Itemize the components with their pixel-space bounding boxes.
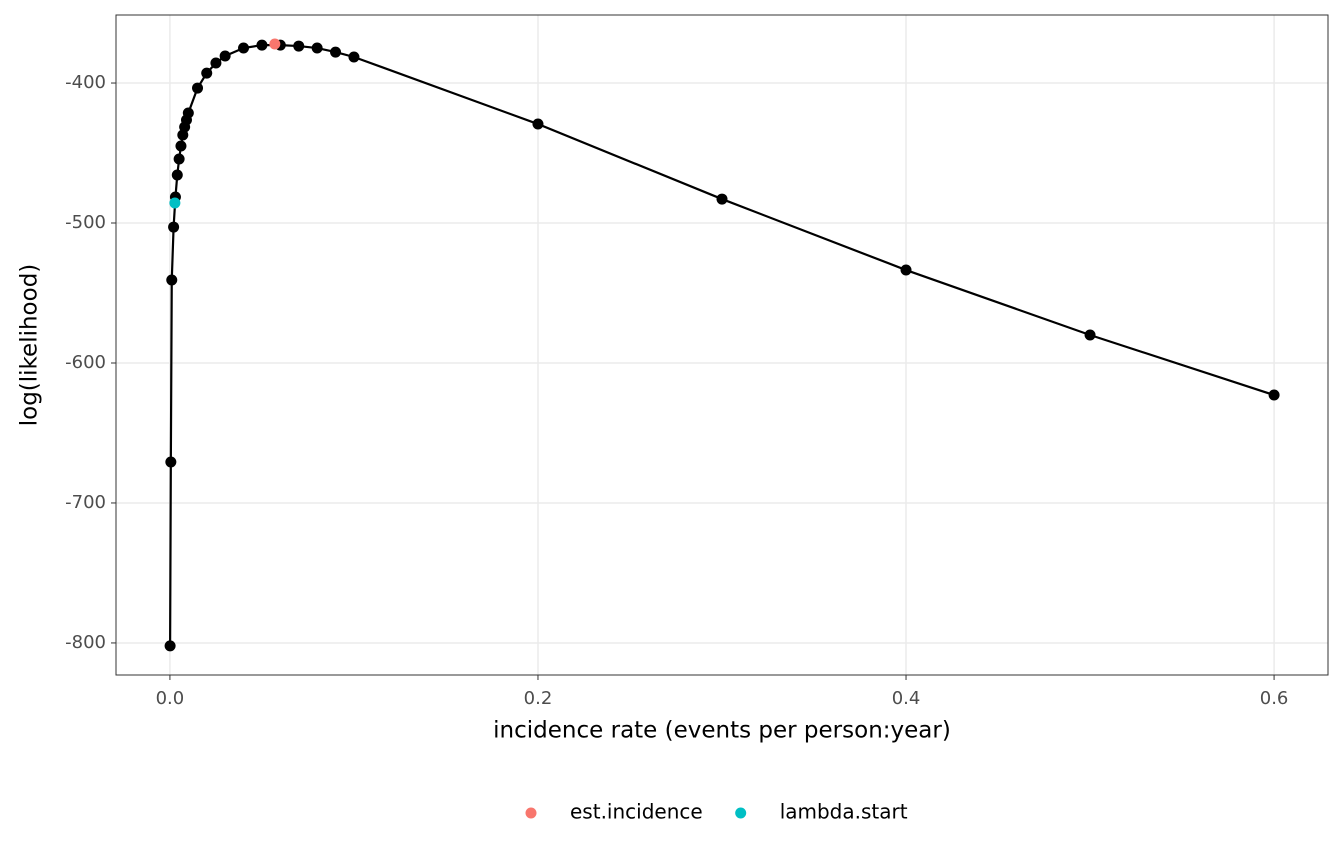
- plot-border: [115, 14, 1329, 676]
- point: [182, 107, 194, 119]
- point: [293, 40, 305, 52]
- point: [168, 221, 180, 233]
- x-tick-label: 0.2: [524, 688, 553, 709]
- y-tick-label: -800: [65, 632, 106, 653]
- legend-label: est.incidence: [570, 800, 703, 824]
- point: [201, 67, 213, 79]
- point: [348, 51, 360, 63]
- x-tick-label: 0.4: [892, 688, 921, 709]
- point: [269, 38, 281, 50]
- point: [330, 46, 342, 58]
- point: [171, 169, 183, 181]
- point: [716, 193, 728, 205]
- point: [173, 153, 185, 165]
- point: [238, 42, 250, 54]
- point: [900, 264, 912, 276]
- point: [169, 197, 181, 209]
- point: [311, 42, 323, 54]
- point: [164, 640, 176, 652]
- y-tick-label: -700: [65, 492, 106, 513]
- point: [219, 50, 231, 62]
- legend-marker: [735, 807, 747, 819]
- point: [192, 82, 204, 94]
- y-tick-label: -400: [65, 72, 106, 93]
- point: [210, 57, 222, 69]
- y-tick-label: -600: [65, 352, 106, 373]
- point: [256, 39, 268, 51]
- y-tick-label: -500: [65, 212, 106, 233]
- legend-label: lambda.start: [780, 800, 908, 824]
- point: [166, 274, 178, 286]
- legend-marker: [525, 807, 537, 819]
- line: [169, 43, 1275, 646]
- point: [165, 456, 177, 468]
- point: [1268, 389, 1280, 401]
- x-axis-title: incidence rate (events per person:year): [493, 718, 951, 744]
- point: [175, 140, 187, 152]
- x-tick-label: 0.6: [1260, 688, 1289, 709]
- y-axis-title: log(likelihood): [17, 264, 43, 427]
- x-tick-label: 0.0: [156, 688, 185, 709]
- point: [532, 118, 544, 130]
- point: [1084, 329, 1096, 341]
